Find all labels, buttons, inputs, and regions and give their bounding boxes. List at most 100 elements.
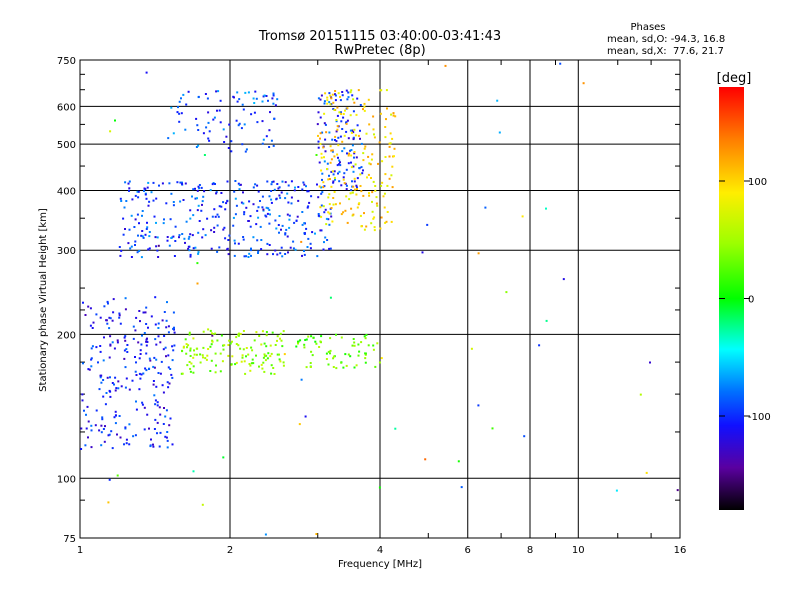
data-point [149,445,152,448]
data-point [189,349,192,352]
data-point [157,335,160,338]
data-point [496,99,499,102]
data-point [351,191,354,194]
data-point [321,131,324,134]
data-point [152,380,155,382]
data-point [261,367,264,370]
data-point [124,228,126,230]
data-point [271,331,274,334]
data-point [120,385,123,388]
data-point [147,204,150,207]
data-point [264,359,267,362]
data-point [202,346,205,349]
data-point [218,109,221,112]
data-point [267,207,270,210]
data-point [303,346,306,349]
data-point [319,229,322,232]
data-point [353,156,355,159]
data-point [320,94,323,97]
data-point [290,196,293,199]
data-point [154,403,157,406]
data-point [201,354,204,357]
data-point [161,182,164,185]
data-point [203,154,206,156]
data-point [326,168,328,170]
data-point [182,345,185,348]
data-point [124,308,127,311]
data-point [140,373,143,376]
data-point [342,116,345,119]
data-point [148,200,151,203]
data-point [332,173,335,176]
data-point [128,228,131,231]
data-point [237,334,240,337]
data-point [307,335,310,338]
data-point [152,383,155,386]
data-point [84,314,87,316]
data-point [322,186,325,189]
data-point [280,228,282,231]
data-point [132,337,135,340]
data-point [368,192,370,195]
data-point [265,206,268,209]
data-point [197,185,200,188]
data-point [168,182,171,185]
data-point [137,190,140,193]
data-point [155,245,158,248]
data-point [80,427,83,430]
data-point [211,183,214,186]
data-point [350,207,353,210]
data-point [350,149,353,151]
data-point [146,186,149,189]
data-point [138,310,141,312]
data-point [260,248,263,251]
data-point [276,353,279,356]
data-point [337,92,340,95]
data-point [272,144,275,147]
data-point [273,117,276,120]
data-point [424,458,427,461]
data-point [209,345,212,348]
data-point [327,218,330,221]
data-point [136,251,139,254]
data-point [334,203,337,206]
data-point [108,389,111,392]
data-point [154,296,157,299]
data-point [110,430,113,433]
data-point [349,192,352,195]
data-point [352,98,355,101]
data-point [358,167,361,169]
data-point [324,92,327,95]
data-point [282,361,285,364]
data-point [145,369,148,372]
data-point [317,196,320,199]
data-point [81,399,84,402]
data-point [234,363,237,366]
data-point [388,177,391,180]
data-point [125,377,128,380]
data-point [367,155,370,158]
data-point [274,344,277,346]
data-point [271,181,274,183]
data-point [102,428,105,430]
data-point [353,177,356,180]
data-point [216,109,218,112]
data-point [81,393,84,396]
y-tick-label: 750 [57,56,76,67]
data-point [201,503,204,506]
data-point [242,238,245,241]
data-point [372,344,375,347]
data-point [350,154,353,157]
data-point [307,205,310,208]
data-point [325,352,328,355]
data-point [107,501,110,504]
data-point [352,213,355,216]
data-point [266,253,269,256]
data-point [243,213,246,216]
data-point [123,357,126,360]
data-point [206,97,209,100]
data-point [320,204,323,207]
data-point [164,435,167,438]
data-point [187,90,190,93]
y-axis-label: Stationary phase Virtual Height [km] [38,208,49,392]
